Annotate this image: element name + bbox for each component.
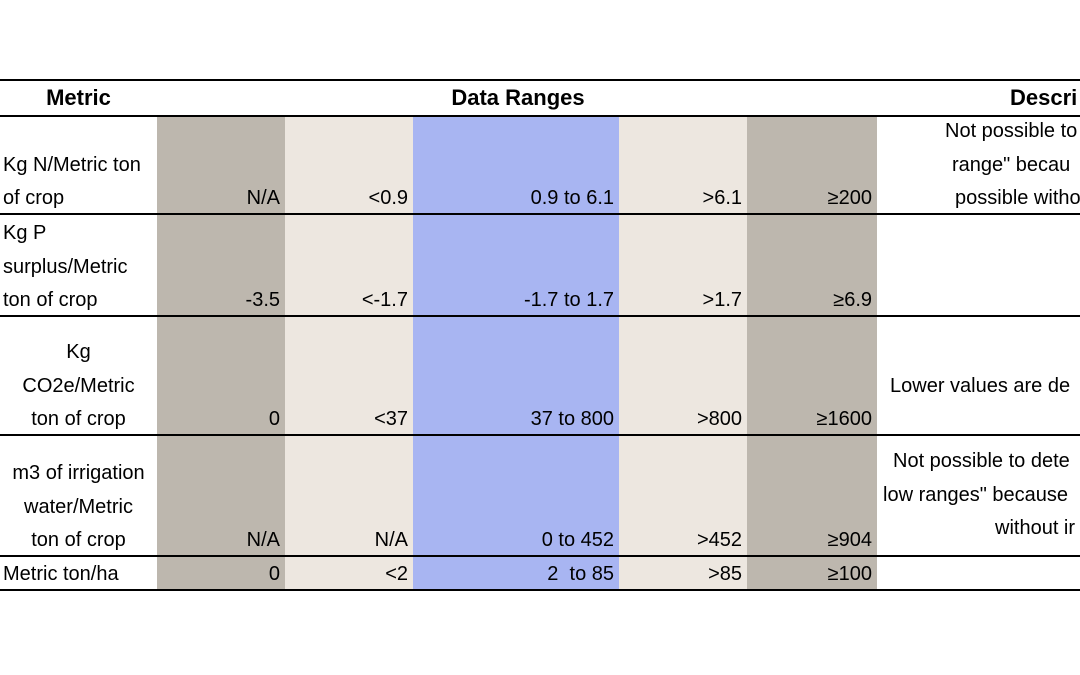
metric-text: Kg P — [3, 222, 47, 244]
cell-background — [747, 435, 877, 556]
cell-background — [157, 214, 285, 316]
cell-background — [285, 116, 413, 214]
metric-text: ton of crop — [31, 529, 126, 551]
range-value: 0 to 452 — [541, 529, 614, 551]
cell-background — [619, 435, 747, 556]
metric-text: surplus/Metric — [3, 255, 128, 278]
range-value: ≥1600 — [816, 408, 872, 430]
description-text: Not possible to dete — [893, 450, 1070, 472]
header-data-ranges: Data Ranges — [451, 85, 585, 110]
cell-background — [285, 316, 413, 435]
cell-background — [285, 435, 413, 556]
header-description: Descri — [1010, 85, 1078, 110]
description-text: Lower values are de — [890, 375, 1071, 397]
range-value: -1.7 to 1.7 — [523, 289, 614, 311]
range-value: ≥200 — [827, 187, 872, 209]
range-value: >800 — [696, 408, 742, 430]
range-value: <-1.7 — [361, 289, 408, 311]
table-rule — [0, 434, 1080, 436]
description-text: possible witho — [955, 187, 1080, 209]
metric-text: of crop — [3, 187, 65, 209]
cell-background — [747, 214, 877, 316]
range-value: <0.9 — [368, 187, 408, 209]
table-rule — [0, 115, 1080, 117]
cell-background — [285, 214, 413, 316]
metric-text: Kg N/Metric ton — [3, 153, 141, 176]
metric-text: m3 of irrigation — [12, 462, 145, 484]
cell-background — [747, 556, 877, 590]
range-value: N/A — [246, 187, 280, 209]
range-value: 0 — [268, 563, 280, 585]
range-value: 0.9 to 6.1 — [530, 187, 614, 209]
cell-background — [413, 316, 619, 435]
table-rule — [0, 589, 1080, 591]
cell-background — [413, 116, 619, 214]
cell-background — [619, 116, 747, 214]
cell-background — [157, 316, 285, 435]
table-rule — [0, 79, 1080, 81]
table-rule — [0, 315, 1080, 317]
metric-text: ton of crop — [31, 408, 126, 430]
range-value: 37 to 800 — [530, 408, 614, 430]
range-value: 0 — [268, 408, 280, 430]
cell-background — [157, 435, 285, 556]
table-rule — [0, 213, 1080, 215]
cell-background — [619, 316, 747, 435]
range-value: <2 — [385, 563, 408, 585]
metric-text: CO2e/Metric — [22, 374, 135, 397]
range-value: -3.5 — [245, 289, 280, 311]
range-value: >85 — [708, 563, 742, 585]
metric-text: Metric ton/ha — [3, 563, 119, 585]
range-value: ≥100 — [827, 563, 872, 585]
range-value: >452 — [696, 529, 742, 551]
cell-background — [747, 316, 877, 435]
cell-background — [619, 556, 747, 590]
description-text: without ir — [995, 517, 1076, 539]
cell-background — [157, 556, 285, 590]
cell-background — [747, 116, 877, 214]
range-value: 2 to 85 — [547, 563, 614, 585]
range-value: N/A — [374, 529, 408, 551]
cell-background — [157, 116, 285, 214]
range-value: >1.7 — [702, 289, 742, 311]
range-value: N/A — [246, 529, 280, 551]
description-text: Not possible to — [945, 120, 1078, 142]
description-text: low ranges" because — [883, 483, 1068, 506]
range-value: <37 — [374, 408, 408, 430]
metric-text: Kg — [66, 341, 91, 363]
header-metric: Metric — [46, 85, 111, 110]
cell-background — [413, 214, 619, 316]
description-text: range" becau — [952, 153, 1071, 176]
table-rule — [0, 555, 1080, 557]
range-value: >6.1 — [702, 187, 742, 209]
metric-text: ton of crop — [3, 289, 98, 311]
range-value: ≥904 — [827, 529, 872, 551]
cell-background — [413, 556, 619, 590]
cell-background — [619, 214, 747, 316]
cell-background — [413, 435, 619, 556]
range-value: ≥6.9 — [833, 289, 872, 311]
metric-text: water/Metric — [24, 495, 133, 518]
cell-background — [285, 556, 413, 590]
